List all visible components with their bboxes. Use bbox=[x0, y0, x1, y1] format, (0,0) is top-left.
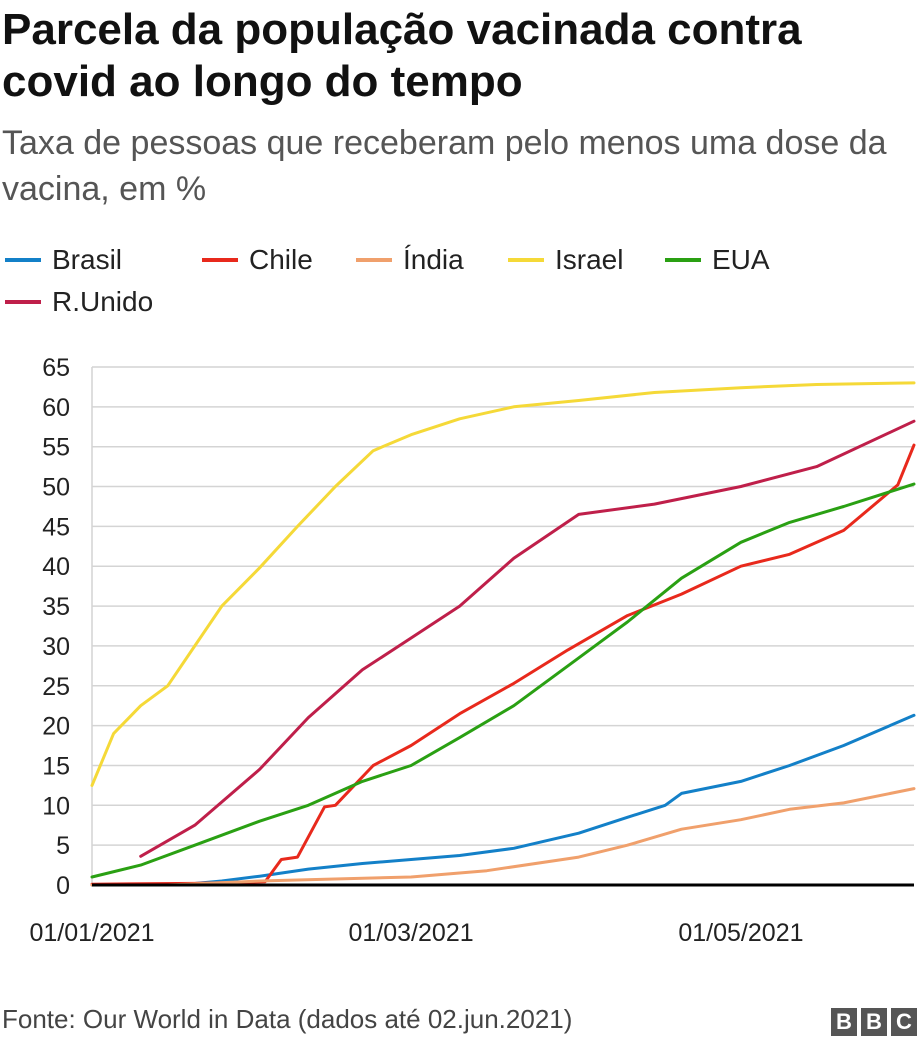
y-tick-label: 65 bbox=[42, 354, 70, 382]
series-line-israel bbox=[90, 381, 916, 787]
legend-label: Brasil bbox=[52, 244, 123, 275]
x-tick-label: 01/03/2021 bbox=[349, 919, 474, 947]
bbc-logo-letter: C bbox=[891, 1008, 917, 1036]
series-line-eua bbox=[90, 482, 916, 879]
legend-item-brasil: Brasil bbox=[5, 240, 122, 280]
x-tick-label: 01/01/2021 bbox=[29, 919, 154, 947]
series-line--ndia bbox=[90, 787, 916, 887]
bbc-logo-letter: B bbox=[861, 1008, 887, 1036]
legend-swatch bbox=[5, 300, 41, 304]
legend-label: Índia bbox=[403, 244, 464, 275]
legend-swatch bbox=[508, 258, 544, 262]
y-tick-label: 15 bbox=[42, 752, 70, 780]
y-tick-label: 55 bbox=[42, 434, 70, 462]
chart-title: Parcela da população vacinada contra cov… bbox=[2, 5, 802, 106]
source-note: Fonte: Our World in Data (dados até 02.j… bbox=[2, 1004, 573, 1034]
line-chart: 0 5 10 15 20 25 30 35 40 45 50 55 60 65 01/01/2021 01/0… bbox=[29, 354, 916, 947]
y-tick-label: 60 bbox=[42, 394, 70, 422]
bbc-logo-letter: B bbox=[831, 1008, 857, 1036]
legend-item-r-unido: R.Unido bbox=[5, 282, 153, 322]
series-line-brasil bbox=[90, 713, 916, 887]
legend-item-chile: Chile bbox=[202, 240, 313, 280]
legend-label: Chile bbox=[249, 244, 313, 275]
y-tick-label: 45 bbox=[42, 513, 70, 541]
y-tick-label: 50 bbox=[42, 474, 70, 502]
legend-swatch bbox=[356, 258, 392, 262]
y-tick-label: 5 bbox=[56, 832, 70, 860]
x-tick-label: 01/05/2021 bbox=[678, 919, 803, 947]
legend-item-india: Índia bbox=[356, 240, 464, 280]
y-tick-label: 40 bbox=[42, 553, 70, 581]
legend-swatch bbox=[202, 258, 238, 262]
legend-item-israel: Israel bbox=[508, 240, 623, 280]
legend-label: R.Unido bbox=[52, 286, 154, 317]
legend-item-eua: EUA bbox=[665, 240, 770, 280]
bbc-logo: B B C bbox=[831, 1008, 917, 1036]
legend-swatch bbox=[5, 258, 41, 262]
chart-subtitle: Taxa de pessoas que receberam pelo menos… bbox=[2, 124, 887, 208]
y-tick-label: 30 bbox=[42, 633, 70, 661]
y-tick-label: 0 bbox=[56, 872, 70, 900]
chart-legend: Brasil Chile Índia Israel EUA R.Unido bbox=[0, 240, 920, 320]
legend-label: Israel bbox=[555, 244, 624, 275]
y-tick-label: 20 bbox=[42, 713, 70, 741]
legend-swatch bbox=[665, 258, 701, 262]
series-line-chile bbox=[90, 443, 916, 886]
y-tick-label: 25 bbox=[42, 673, 70, 701]
y-tick-label: 10 bbox=[42, 792, 70, 820]
series-line-r-unido bbox=[139, 419, 916, 858]
y-tick-label: 35 bbox=[42, 593, 70, 621]
legend-label: EUA bbox=[712, 244, 770, 275]
